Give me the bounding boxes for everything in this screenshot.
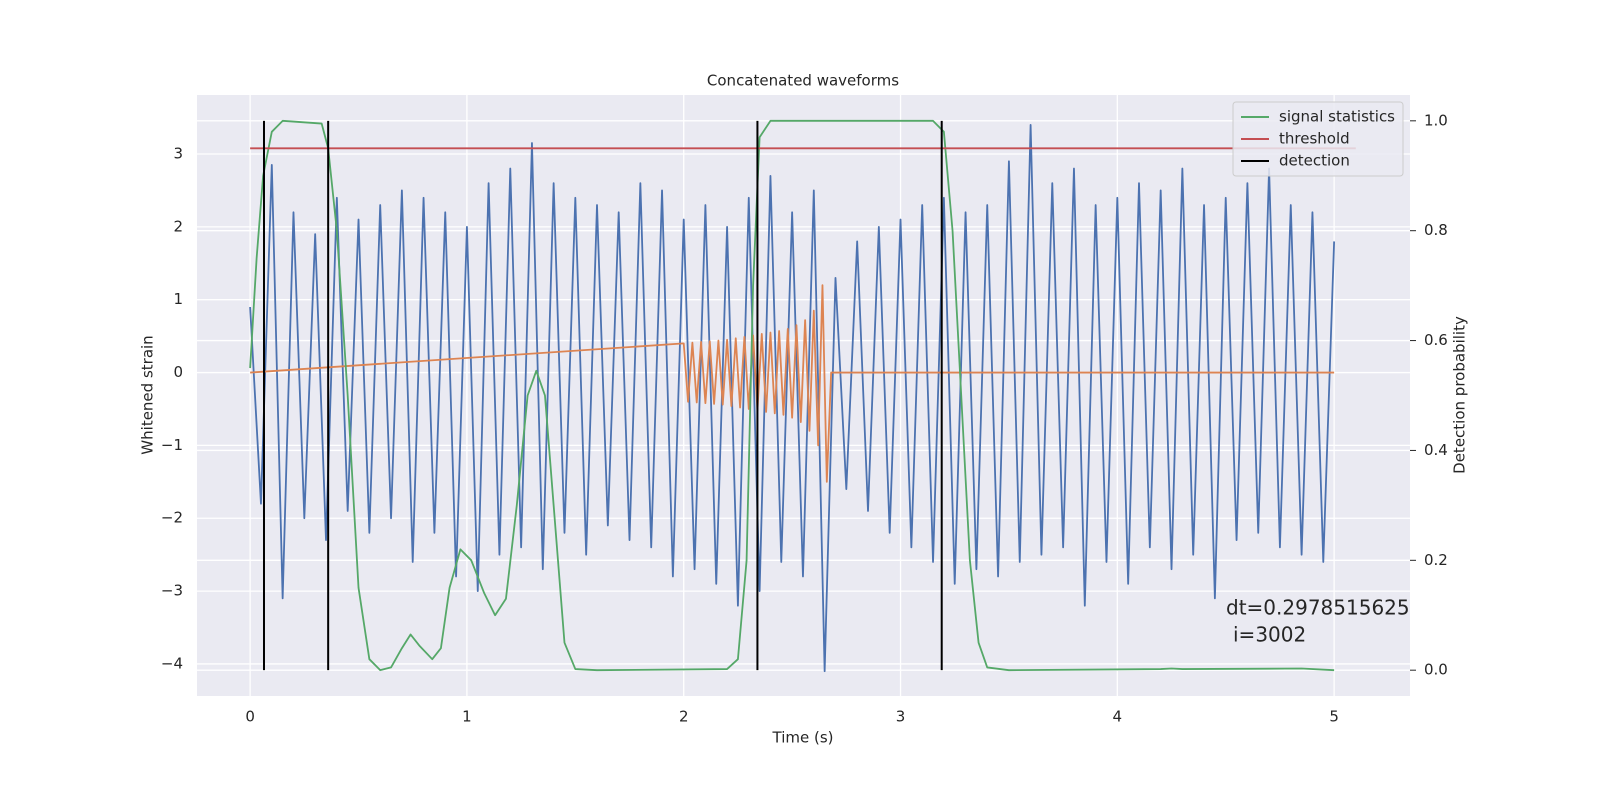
y2-tick-label: 0.0: [1424, 661, 1448, 679]
legend-label: threshold: [1279, 130, 1350, 148]
y-tick-label: 1: [173, 290, 183, 308]
x-tick-label: 4: [1113, 708, 1123, 726]
series-line: [249, 119, 1335, 672]
legend: signal statistics threshold detection: [1232, 101, 1404, 177]
legend-label: signal statistics: [1279, 108, 1395, 126]
y2-axis-label: Detection probability: [1451, 316, 1469, 474]
x-tick-label: 0: [245, 708, 255, 726]
x-tick-label: 1: [462, 708, 472, 726]
y2-tick-label: 0.8: [1424, 221, 1448, 239]
annotation: i=3002: [1233, 623, 1306, 647]
annotation: dt=0.2978515625: [1226, 596, 1410, 620]
marks: [249, 119, 1356, 673]
y2-tick-label: 0.2: [1424, 551, 1448, 569]
y-tick-label: 0: [173, 363, 183, 381]
y-tick-label: 3: [173, 145, 183, 163]
y-axis-label: Whitened strain: [139, 335, 157, 454]
y2-tick-label: 0.4: [1424, 441, 1448, 459]
y-tick-label: −2: [161, 509, 183, 527]
x-tick-label: 2: [679, 708, 689, 726]
y-tick-label: 2: [173, 217, 183, 235]
y-tick-label: −4: [161, 654, 183, 672]
y-tick-label: −1: [161, 436, 183, 454]
x-tick-label: 3: [896, 708, 906, 726]
y-tick-label: −3: [161, 582, 183, 600]
chart-title: Concatenated waveforms: [707, 72, 899, 90]
legend-label: detection: [1279, 152, 1350, 170]
series-line: [249, 123, 1336, 673]
legend-box: [1232, 101, 1404, 177]
y2-tick-label: 1.0: [1424, 111, 1448, 129]
x-axis-label: Time (s): [772, 729, 834, 747]
plot-area: [197, 95, 1410, 696]
y2-tick-label: 0.6: [1424, 331, 1448, 349]
x-tick-label: 5: [1329, 708, 1339, 726]
